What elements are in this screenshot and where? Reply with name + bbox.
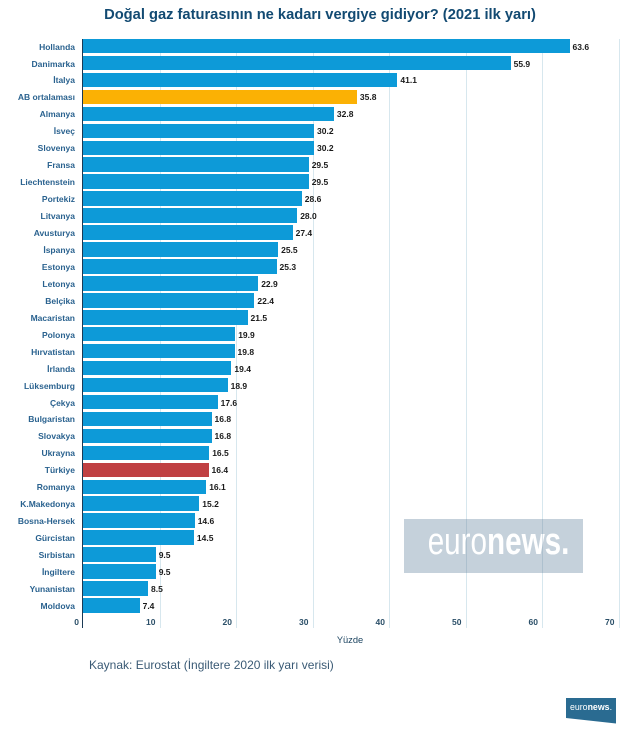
- svg-text:euronews.: euronews.: [570, 702, 612, 712]
